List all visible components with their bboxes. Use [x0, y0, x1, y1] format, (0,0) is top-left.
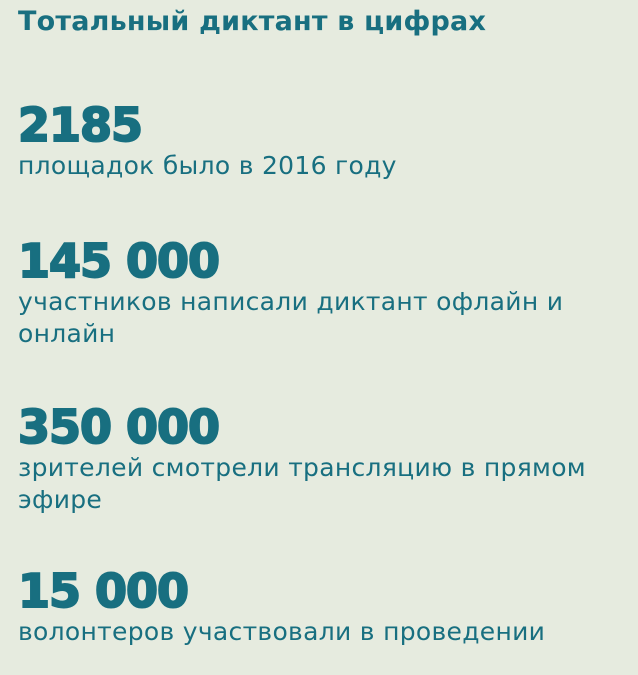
stat-venues: 2185 площадок было в 2016 году: [17, 98, 633, 182]
stat-value: 145 000: [17, 234, 221, 288]
stat-viewers: 350 000 зрителей смотрели трансляцию в п…: [17, 400, 633, 516]
stat-value: 2185: [17, 98, 144, 152]
stat-volunteers: 15 000 волонтеров участвовали в проведен…: [17, 564, 633, 648]
stat-label: зрителей смотрели трансляцию в прямом эф…: [18, 453, 586, 514]
stat-value: 350 000: [17, 400, 221, 454]
stat-label: волонтеров участвовали в проведении: [18, 617, 546, 646]
stat-label: площадок было в 2016 году: [18, 151, 397, 180]
page-title: Тотальный диктант в цифрах: [18, 6, 487, 37]
stat-participants: 145 000 участников написали диктант офла…: [17, 234, 588, 350]
stat-label: участников написали диктант офлайн и онл…: [18, 287, 564, 348]
stat-value: 15 000: [17, 564, 190, 618]
